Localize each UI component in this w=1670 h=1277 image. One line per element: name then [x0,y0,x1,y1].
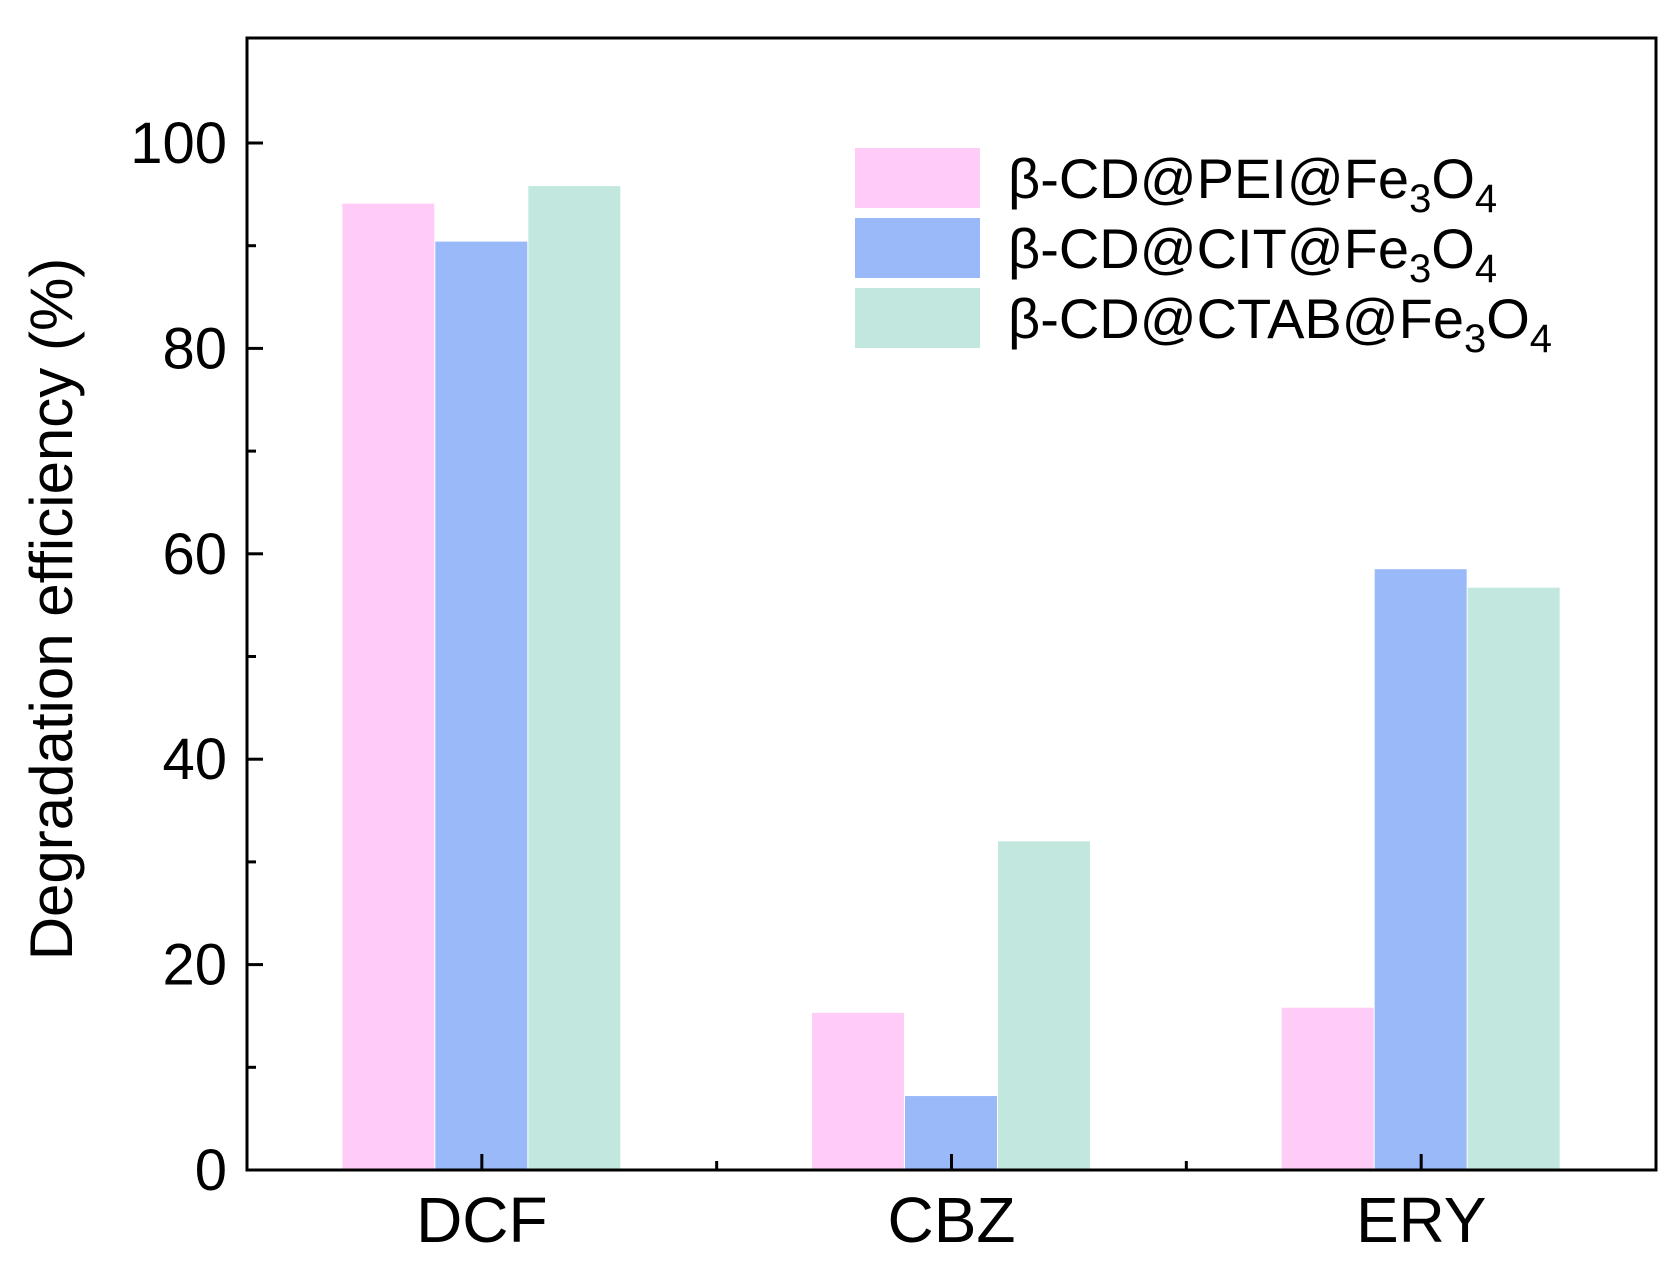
legend-label: β-CD@CTAB@Fe3O4 [1008,287,1552,361]
bar-dcf-series-1 [342,203,435,1170]
bar-ery-series-1 [1281,1007,1374,1170]
bar-ery-series-3 [1467,587,1560,1170]
legend-swatch [855,288,980,348]
legend-swatch [855,218,980,278]
x-category-label: CBZ [888,1184,1016,1256]
legend: β-CD@PEI@Fe3O4β-CD@CIT@Fe3O4β-CD@CTAB@Fe… [855,147,1552,361]
y-tick-label: 60 [162,522,227,587]
y-tick-label: 100 [130,111,227,176]
axis-ticks: 0 20 40 60 80 100 DCF CBZ ERY [130,111,1486,1256]
legend-label: β-CD@PEI@Fe3O4 [1008,147,1497,221]
y-axis-title: Degradation efficiency (%) [18,258,85,961]
y-tick-label: 20 [162,933,227,998]
x-category-label: ERY [1356,1184,1486,1256]
legend-label: β-CD@CIT@Fe3O4 [1008,217,1497,291]
y-tick-label: 40 [162,727,227,792]
y-tick-label: 0 [195,1138,227,1203]
bar-dcf-series-3 [528,186,621,1170]
x-category-label: DCF [416,1184,548,1256]
bar-cbz-series-3 [998,841,1090,1170]
y-tick-label: 80 [162,316,227,381]
bar-dcf-series-2 [435,241,528,1171]
bar-ery-series-2 [1374,569,1467,1170]
bar-cbz-series-1 [812,1012,904,1170]
legend-swatch [855,148,980,208]
bars-group [342,186,1560,1171]
